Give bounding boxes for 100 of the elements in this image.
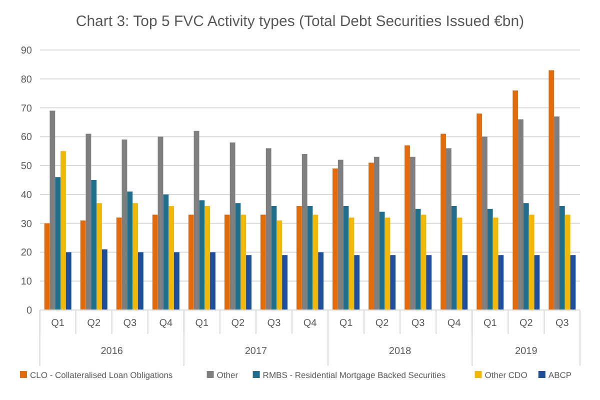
bar (482, 136, 488, 310)
x-tick-label: Q3 (555, 318, 570, 329)
bar (410, 156, 416, 310)
x-tick-label: Q1 (195, 318, 210, 329)
bar (116, 218, 122, 310)
bar (492, 218, 498, 310)
y-tick-label: 80 (20, 74, 32, 86)
x-tick-label: Q2 (231, 318, 246, 329)
bar (379, 212, 385, 310)
bar (420, 214, 426, 310)
x-tick-label: Q4 (159, 318, 174, 329)
bar (564, 214, 570, 310)
y-tick-label: 50 (20, 161, 32, 172)
bar (199, 200, 205, 310)
x-tick-label: Q3 (411, 318, 426, 329)
bar (102, 249, 108, 310)
bar (96, 203, 102, 310)
y-tick-label: 10 (20, 276, 32, 288)
y-tick-label: 20 (20, 248, 32, 259)
bar (168, 206, 174, 310)
bar (50, 110, 56, 310)
bar (338, 160, 344, 310)
bar (194, 130, 200, 310)
y-tick-label: 30 (20, 218, 32, 230)
bar (282, 255, 288, 310)
bar (235, 203, 241, 310)
bar (570, 255, 576, 310)
bar (91, 180, 97, 310)
bar (462, 255, 468, 310)
bar (384, 218, 390, 310)
bar (296, 206, 302, 310)
bar (271, 206, 277, 310)
x-tick-label: Q2 (375, 318, 390, 329)
x-tick-label: Q3 (123, 318, 137, 329)
text: 2018 (388, 346, 412, 357)
bar (404, 145, 410, 310)
bar (498, 255, 504, 310)
bar (548, 70, 554, 310)
bar (343, 206, 349, 310)
legend-label: Other (216, 370, 238, 380)
bar (456, 218, 462, 310)
bar (440, 134, 446, 310)
bar (354, 255, 360, 310)
bar (44, 223, 50, 310)
x-tick-label: Q4 (447, 318, 462, 329)
bar (224, 214, 230, 310)
bar (415, 208, 421, 310)
x-tick-label: Q2 (87, 318, 101, 329)
bar (476, 114, 482, 310)
bar (230, 142, 236, 310)
legend-label: RMBS - Residential Mortgage Backed Securities (262, 370, 446, 380)
x-tick-label: Q1 (483, 318, 498, 329)
bar (66, 252, 72, 310)
text: 2019 (515, 346, 538, 357)
x-tick-label: Q2 (519, 318, 534, 329)
bar (528, 214, 534, 310)
bar (266, 148, 272, 310)
x-tick-label: Q4 (303, 318, 318, 329)
text: 2016 (100, 346, 124, 357)
bar (163, 194, 169, 310)
bar (246, 255, 252, 310)
bar (534, 255, 540, 310)
bar (86, 134, 92, 310)
y-tick-label: 70 (20, 103, 32, 114)
legend-label: CLO - Collateralised Loan Obligations (30, 370, 173, 380)
bar (487, 208, 493, 310)
y-tick-label: 90 (20, 46, 32, 56)
bar (523, 203, 529, 310)
bar (132, 203, 138, 310)
bar (152, 214, 158, 310)
y-tick-label: 0 (26, 306, 32, 316)
x-tick-label: Q1 (339, 318, 354, 329)
bar (554, 116, 560, 310)
bar (138, 252, 144, 310)
bar (312, 214, 318, 310)
bar (276, 220, 282, 310)
bar (518, 119, 524, 310)
y-tick-label: 40 (20, 190, 32, 201)
bar (122, 140, 128, 310)
bar (368, 162, 374, 310)
bar (60, 151, 66, 310)
bar (210, 252, 216, 310)
y-tick-label: 60 (20, 132, 32, 144)
bar (80, 220, 86, 310)
bar (158, 136, 164, 310)
bar (446, 148, 452, 310)
bar (332, 168, 338, 310)
bar (302, 154, 308, 310)
bar (174, 252, 180, 310)
bar (127, 192, 133, 310)
bar (348, 218, 354, 310)
bar (204, 206, 210, 310)
legend-label: Other CDO (484, 370, 528, 380)
x-tick-label: Q1 (51, 318, 65, 329)
x-tick-label: Q3 (267, 318, 282, 329)
bar (55, 177, 61, 310)
bar (559, 206, 565, 310)
bar (512, 90, 518, 310)
bar (451, 206, 457, 310)
legend-label: ABCP (548, 370, 572, 380)
